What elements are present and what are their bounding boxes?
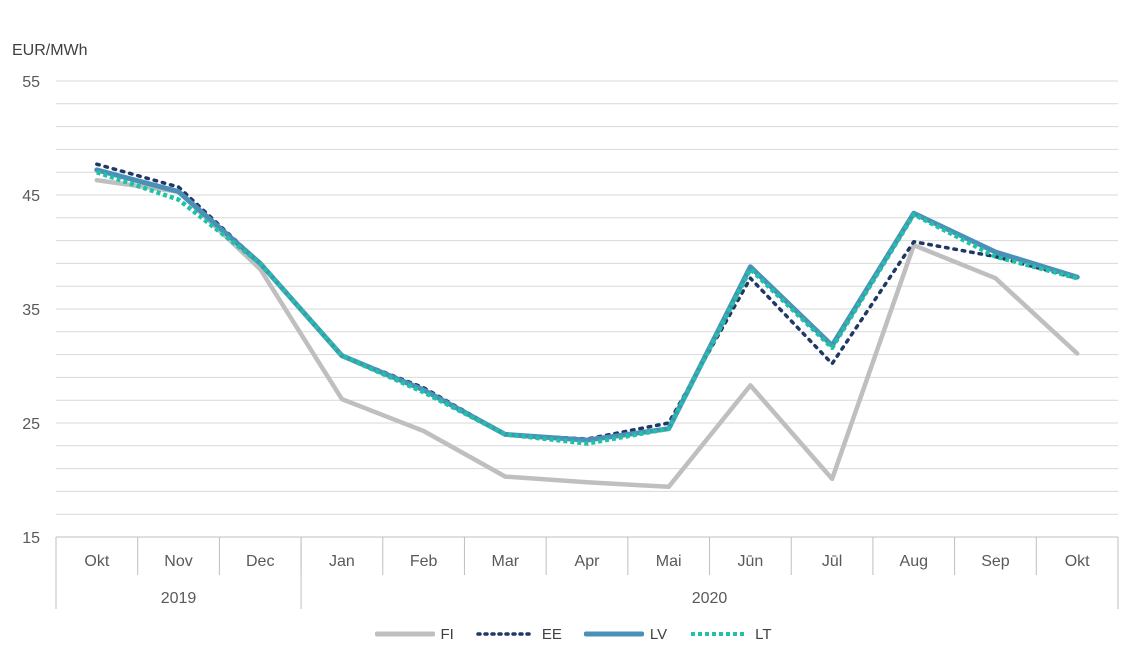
series-line-lt (96, 170, 1078, 446)
legend-item-ee: EE (476, 626, 562, 643)
legend-swatch (374, 631, 435, 637)
x-tick-label: Okt (84, 553, 109, 570)
legend-item-lt: LT (689, 625, 772, 643)
legend-label: LT (755, 625, 772, 643)
year-label: 2019 (161, 590, 197, 607)
legend-label: FI (440, 625, 454, 643)
series-lines (94, 162, 1080, 490)
x-axis: Okt Nov Dec Jan Feb Mar Apr Mai Jūn Jūl Aug Sep Okt 2… (55, 536, 1119, 609)
x-tick-label: Nov (164, 553, 192, 570)
x-tick-label: Mar (492, 553, 520, 570)
legend-swatch (691, 632, 748, 636)
series-line-lv (94, 167, 1080, 443)
y-tick-label: 35 (22, 302, 40, 319)
x-tick-label: Jan (329, 553, 355, 570)
x-tick-label: Jūl (822, 553, 842, 570)
y-axis-ticks: 15 25 35 45 55 (22, 74, 40, 547)
x-tick-label: Sep (981, 553, 1010, 570)
series-line-fi (94, 177, 1080, 490)
line-chart: EUR/MWh 15 25 35 45 55 Okt Nov Dec Jan Feb Mar Apr… (12, 42, 1119, 609)
year-label: 2020 (692, 590, 728, 607)
x-tick-label: Aug (900, 553, 928, 570)
legend-label: LV (649, 625, 668, 643)
y-axis-unit-label: EUR/MWh (12, 42, 88, 59)
x-tick-label: Okt (1065, 553, 1090, 570)
legend-item-fi: FI (374, 625, 454, 643)
y-tick-label: 55 (22, 74, 40, 91)
legend-swatch (583, 631, 644, 637)
legend-swatch (476, 632, 536, 636)
series-line-ee (95, 162, 1079, 441)
gridlines (56, 80, 1118, 515)
y-tick-label: 45 (22, 188, 40, 205)
y-tick-label: 15 (22, 530, 40, 547)
x-tick-label: Jūn (737, 553, 763, 570)
x-tick-label: Dec (246, 553, 274, 570)
legend-label: EE (541, 625, 562, 643)
legend-item-lv: LV (583, 625, 668, 643)
x-tick-label: Apr (575, 553, 601, 570)
x-tick-label: Feb (410, 553, 438, 570)
legend: FI EE LV LT (0, 622, 1146, 646)
y-tick-label: 25 (22, 416, 40, 433)
x-tick-label: Mai (656, 553, 682, 570)
